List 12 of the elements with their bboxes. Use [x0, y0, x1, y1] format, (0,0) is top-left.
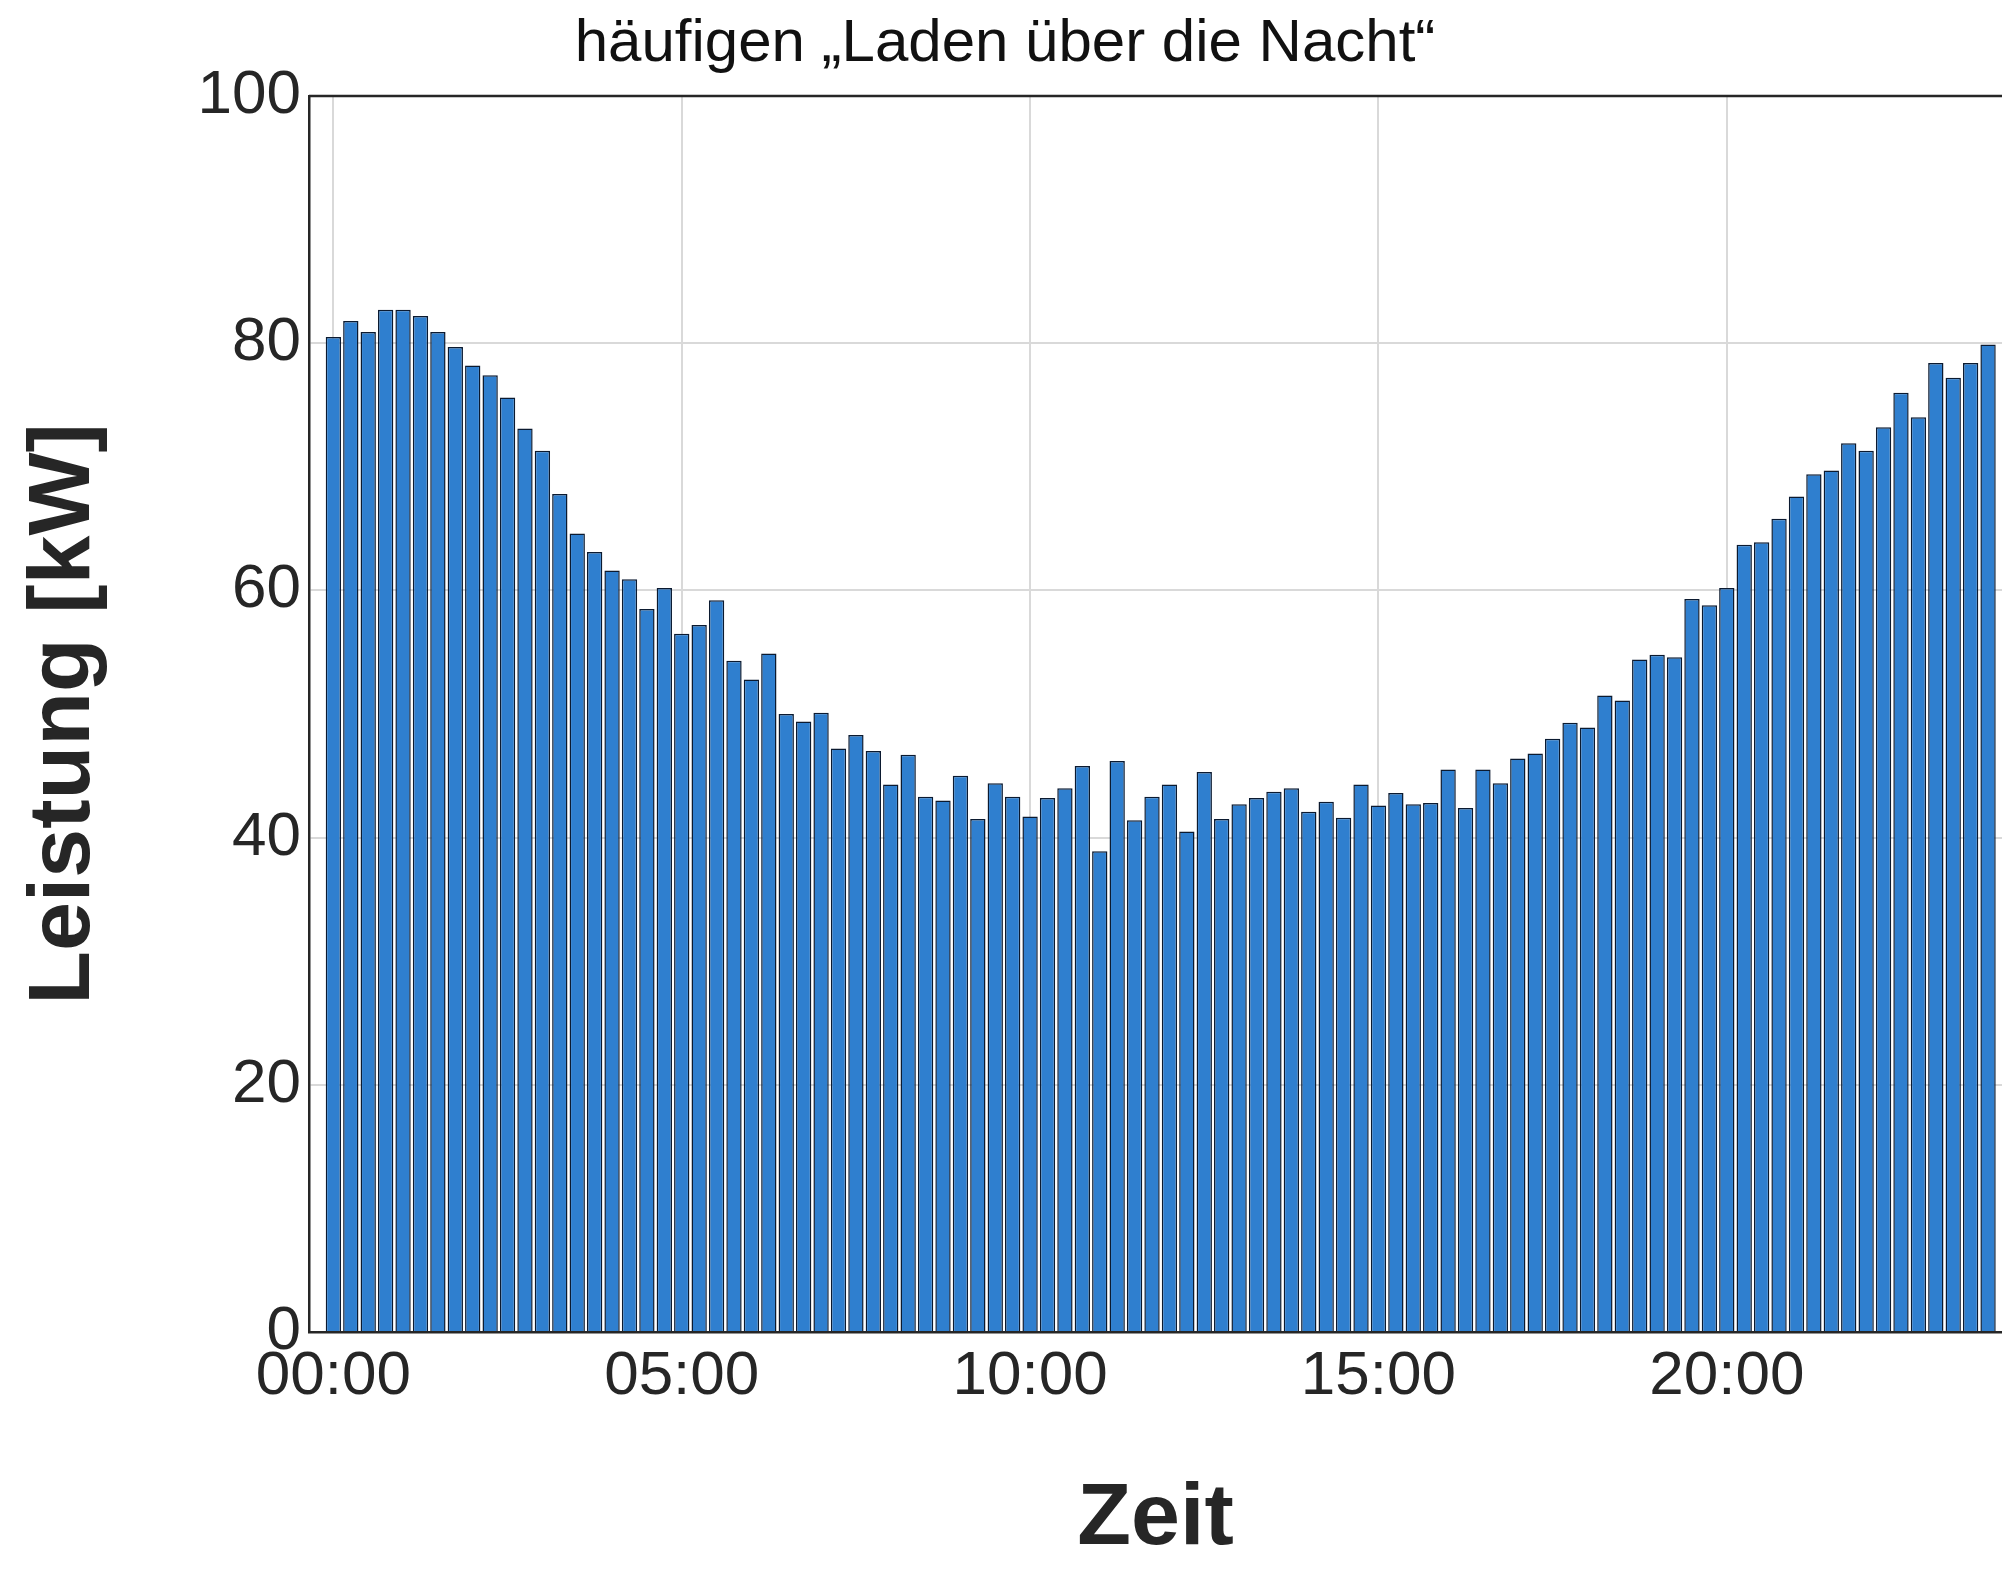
y-tick-label: 20: [232, 1045, 301, 1115]
y-tick-label: 80: [232, 304, 301, 374]
x-tick-label: 10:00: [952, 1338, 1108, 1408]
x-tick-label: 15:00: [1300, 1338, 1457, 1408]
x-tick-label: 20:00: [1649, 1338, 1805, 1408]
chart-title: häufigen „Laden über die Nacht“: [574, 6, 1436, 74]
y-tick-label: 100: [197, 57, 301, 127]
x-tick-label: 05:00: [604, 1338, 760, 1408]
y-tick-label: 60: [232, 551, 301, 621]
y-axis-title: Leistung [kW]: [9, 423, 109, 1005]
y-tick-label: 40: [232, 798, 301, 868]
x-axis-title: Zeit: [1077, 1464, 1234, 1564]
